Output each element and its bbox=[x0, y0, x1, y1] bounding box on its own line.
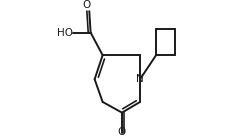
Text: HO: HO bbox=[57, 27, 73, 38]
Text: N: N bbox=[136, 74, 144, 84]
Text: O: O bbox=[82, 0, 91, 10]
Text: O: O bbox=[118, 127, 126, 137]
